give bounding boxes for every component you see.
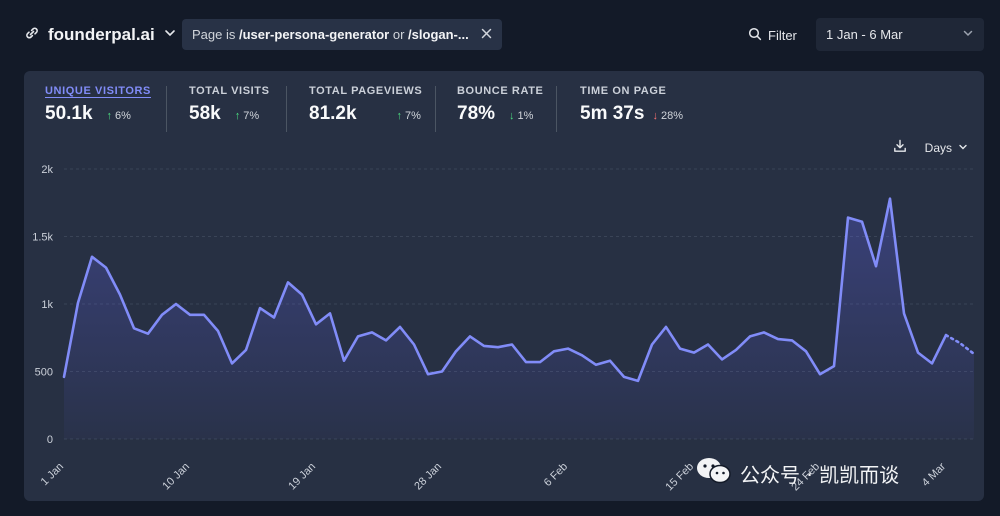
chevron-down-icon xyxy=(958,141,968,155)
download-button[interactable] xyxy=(893,139,907,156)
metric-value: 81.2k xyxy=(309,103,357,124)
metric-change: ↑ 7% xyxy=(234,110,260,122)
filter-button-label: Filter xyxy=(768,27,797,43)
metric-change: ↓ 28% xyxy=(652,110,683,122)
y-tick-label: 2k xyxy=(41,164,53,176)
metric-label: BOUNCE RATE xyxy=(457,85,544,97)
metric-change: ↓ 1% xyxy=(509,110,534,122)
x-tick-label: 28 Jan xyxy=(412,461,444,493)
x-tick-label: 6 Feb xyxy=(542,461,570,489)
y-tick-label: 500 xyxy=(35,367,53,379)
interval-select[interactable]: Days xyxy=(925,141,968,155)
x-tick-label: 1 Jan xyxy=(39,461,67,489)
divider xyxy=(286,86,287,132)
date-range-select[interactable]: 1 Jan - 6 Mar xyxy=(816,18,984,51)
metric-change: ↑ 7% xyxy=(396,110,421,122)
arrow-up-icon: ↑ xyxy=(106,110,113,122)
chevron-down-icon xyxy=(163,26,177,45)
chevron-down-icon xyxy=(962,27,974,42)
metric-value: 5m 37s xyxy=(580,103,645,124)
visitors-chart[interactable]: 0 500 1k 1.5k 2k 1 Jan 10 Jan 19 Jan 28 Jan 6 Feb… xyxy=(24,71,984,501)
metric-bounce-rate[interactable]: BOUNCE RATE 78% ↓ 1% xyxy=(457,85,543,133)
date-range-value: 1 Jan - 6 Mar xyxy=(826,27,903,42)
x-tick-label: 15 Feb xyxy=(663,461,696,494)
metric-value: 50.1k xyxy=(45,103,93,124)
metric-value: 58k xyxy=(189,103,221,124)
metrics-row: UNIQUE VISITORS 50.1k ↑ 6% TOTAL VISITS 5… xyxy=(24,71,984,135)
divider xyxy=(166,86,167,132)
metric-total-visits[interactable]: TOTAL VISITS 58k ↑ 7% xyxy=(189,85,270,133)
x-tick-label: 10 Jan xyxy=(160,461,192,493)
metric-label: TOTAL VISITS xyxy=(189,85,270,97)
arrow-down-icon: ↓ xyxy=(652,110,658,122)
analytics-card: UNIQUE VISITORS 50.1k ↑ 6% TOTAL VISITS 5… xyxy=(24,71,984,501)
link-icon xyxy=(24,25,40,46)
watermark: 公众号 · 凯凯而谈 xyxy=(696,456,899,491)
series-line-incomplete xyxy=(944,333,976,356)
download-icon xyxy=(893,139,907,156)
metric-label: UNIQUE VISITORS xyxy=(45,85,151,97)
y-tick-label: 1k xyxy=(41,299,53,311)
site-name: founderpal.ai xyxy=(48,25,155,44)
metric-time-on-page[interactable]: TIME ON PAGE 5m 37s ↓ 28% xyxy=(580,85,683,133)
divider xyxy=(556,86,557,132)
metric-total-pageviews[interactable]: TOTAL PAGEVIEWS 81.2k ↑ 7% xyxy=(309,85,422,133)
watermark-text: 公众号 · 凯凯而谈 xyxy=(740,463,900,487)
arrow-up-icon: ↑ xyxy=(234,110,241,122)
metric-change: ↑ 6% xyxy=(106,110,131,122)
y-tick-label: 1.5k xyxy=(32,232,53,244)
y-tick-label: 0 xyxy=(47,434,53,446)
page-filter-pill[interactable]: Page is /user-persona-generator or /slog… xyxy=(182,19,502,50)
filter-text: Page is /user-persona-generator or /slog… xyxy=(192,27,469,42)
x-tick-label: 4 Mar xyxy=(920,460,949,489)
metric-label: TIME ON PAGE xyxy=(580,85,667,97)
search-icon xyxy=(748,27,762,44)
wechat-icon xyxy=(696,456,732,491)
metric-unique-visitors[interactable]: UNIQUE VISITORS 50.1k ↑ 6% xyxy=(45,85,151,133)
series-line xyxy=(62,197,948,383)
arrow-down-icon: ↓ xyxy=(509,110,515,122)
site-switcher[interactable]: founderpal.ai xyxy=(24,22,177,48)
metric-value: 78% xyxy=(457,103,496,124)
interval-value: Days xyxy=(924,140,952,155)
filter-button[interactable]: Filter xyxy=(748,22,797,48)
series-area xyxy=(64,198,974,439)
arrow-up-icon: ↑ xyxy=(396,110,403,122)
divider xyxy=(435,86,436,132)
chart-tools: Days xyxy=(893,139,968,156)
remove-filter-icon[interactable] xyxy=(481,27,492,42)
metric-label: TOTAL PAGEVIEWS xyxy=(309,85,423,97)
top-bar: founderpal.ai Page is /user-persona-gene… xyxy=(0,0,1000,68)
x-tick-label: 19 Jan xyxy=(286,461,318,493)
